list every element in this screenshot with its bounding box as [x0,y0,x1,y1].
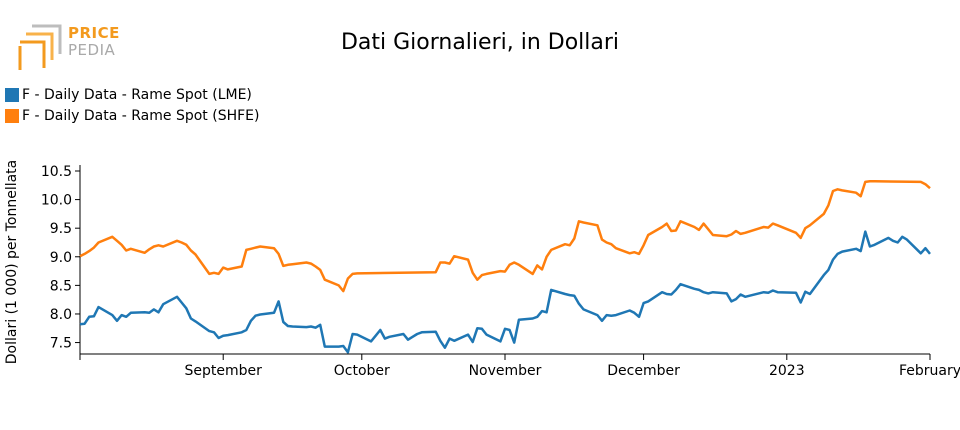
y-tick-label: 10.5 [41,164,72,180]
legend-item-shfe[interactable]: F - Daily Data - Rame Spot (SHFE) [5,105,259,126]
legend-label-lme: F - Daily Data - Rame Spot (LME) [22,86,252,103]
y-tick-label: 7.5 [50,336,72,352]
series-line-shfe[interactable] [79,180,931,293]
logo-text-price: PRICE [68,24,120,42]
x-tick-label: February [899,363,960,379]
x-tick-label: December [607,363,680,379]
y-tick-label: 9.5 [50,221,72,237]
y-tick-label: 10.0 [41,193,72,209]
logo-text-pedia: PEDIA [68,41,116,59]
x-tick-label: November [469,363,542,379]
series-layer [79,180,931,354]
legend-swatch-lme [5,87,19,102]
x-axis: September October November December 2023 Febr… [79,353,960,379]
logo-mark [18,24,62,70]
pricepedia-logo: PRICE PEDIA [18,24,128,74]
x-tick-label: 2023 [769,363,805,379]
legend-label-shfe: F - Daily Data - Rame Spot (SHFE) [22,107,260,124]
legend: F - Daily Data - Rame Spot (LME) F - Dai… [5,84,259,126]
series-line-lme[interactable] [79,230,931,354]
legend-item-lme[interactable]: F - Daily Data - Rame Spot (LME) [5,84,259,105]
x-tick-label: October [334,363,390,379]
y-tick-label: 8.0 [50,307,72,323]
y-axis-label: Dollari (1 000) per Tonnellata [4,160,20,364]
chart-title: Dati Giornalieri, in Dollari [340,30,620,55]
y-tick-label: 8.5 [50,278,72,294]
legend-swatch-shfe [5,108,19,123]
x-tick-label: September [185,363,263,379]
y-tick-label: 9.0 [50,250,72,266]
y-axis: 7.5 8.0 8.5 9.0 9.5 10.0 10.5 [41,164,81,354]
